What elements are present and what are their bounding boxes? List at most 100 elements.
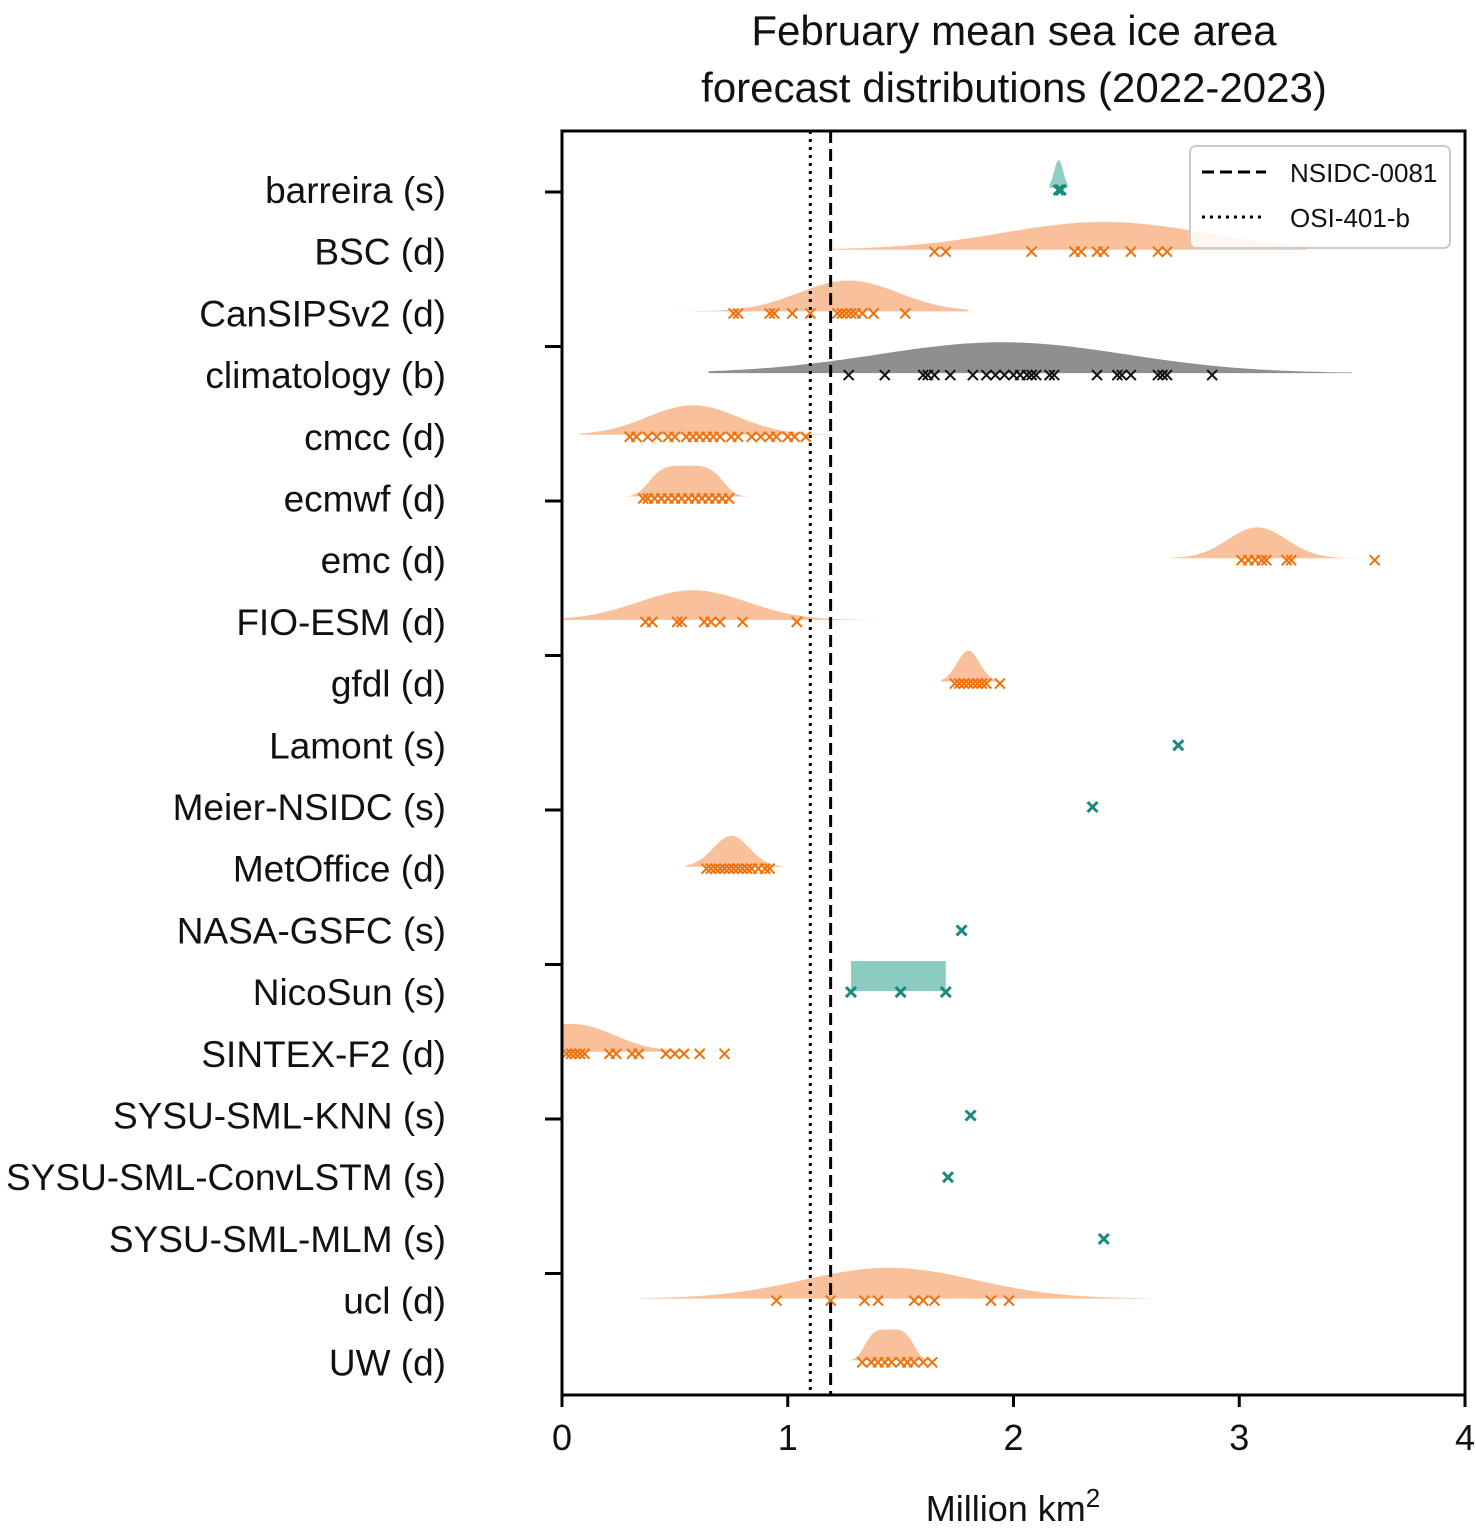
range-box-13 [850, 961, 946, 992]
point-marker [1111, 369, 1124, 381]
point-marker [678, 1048, 690, 1060]
row-label: SYSU-SML-ConvLSTM (s) [6, 1157, 446, 1198]
chart-title-line-1: February mean sea ice area [751, 7, 1277, 54]
point-marker [727, 307, 740, 320]
point-marker [660, 1048, 672, 1060]
row-label: FIO-ESM (d) [236, 602, 446, 643]
point-marker [1152, 369, 1164, 381]
point-marker [1125, 369, 1137, 381]
row-label: SINTEX-F2 (d) [201, 1034, 446, 1075]
point-marker [1086, 800, 1099, 814]
point-marker [867, 307, 880, 320]
point-marker [885, 1356, 898, 1369]
point-marker [989, 369, 1002, 381]
point-marker [872, 1294, 884, 1307]
point-marker [788, 431, 801, 443]
row-label: ucl (d) [343, 1281, 446, 1322]
row-label: Meier-NSIDC (s) [173, 787, 446, 828]
point-marker [1125, 245, 1137, 258]
point-marker [980, 677, 993, 690]
point-marker [804, 307, 817, 320]
violin-14 [562, 1024, 788, 1052]
row-label: UW (d) [329, 1342, 446, 1383]
row-label: BSC (d) [314, 232, 446, 273]
x-tick-label: 2 [1003, 1417, 1023, 1458]
plot-frame [560, 129, 1467, 1397]
point-marker [976, 677, 988, 690]
point-marker [1025, 245, 1038, 258]
point-marker [732, 431, 744, 443]
point-marker [669, 1048, 681, 1060]
point-marker [940, 245, 952, 258]
point-marker [1280, 554, 1293, 566]
violin-6 [1171, 527, 1443, 559]
point-marker [671, 616, 683, 628]
point-marker [736, 862, 749, 875]
y-axis: barreira (s) BSC (d) CanSIPSv2 (d) climatol… [6, 170, 562, 1383]
violin-4 [580, 405, 856, 435]
point-marker [1091, 369, 1103, 381]
point-marker [1172, 739, 1185, 752]
row-label: emc (d) [321, 540, 446, 581]
x-tick-label: 4 [1455, 1417, 1475, 1458]
point-marker [1030, 369, 1042, 381]
point-marker [962, 677, 975, 690]
row-label: climatology (b) [205, 355, 446, 396]
point-marker [700, 862, 713, 875]
point-marker [842, 369, 855, 381]
point-marker [718, 1048, 731, 1060]
point-marker [899, 307, 911, 320]
point-marker [651, 431, 663, 443]
point-marker [723, 492, 735, 505]
point-marker [1043, 369, 1056, 381]
x-axis-label-superscript: 2 [1086, 1483, 1100, 1513]
point-marker [917, 369, 929, 381]
point-marker [1285, 554, 1297, 566]
point-marker [928, 245, 941, 258]
point-marker [967, 677, 979, 690]
violin-18 [641, 1267, 1149, 1299]
point-marker [732, 307, 744, 320]
row-label: NicoSun (s) [253, 972, 446, 1013]
point-marker [964, 1109, 977, 1122]
point-marker [610, 1048, 622, 1060]
x-axis-label: Million km2 [926, 1483, 1100, 1529]
row-label: SYSU-SML-MLM (s) [109, 1219, 446, 1260]
violin-0 [1049, 160, 1068, 188]
point-marker [1156, 369, 1169, 381]
point-marker [714, 862, 726, 875]
point-marker [786, 307, 798, 320]
point-marker [705, 862, 717, 875]
point-marker [637, 492, 649, 505]
legend-label-nsidc: NSIDC-0081 [1290, 158, 1437, 188]
point-marker [1256, 554, 1268, 566]
point-marker [1206, 369, 1218, 381]
point-marker [844, 986, 858, 999]
point-marker [574, 1048, 586, 1060]
point-marker [894, 986, 907, 999]
point-marker [1025, 369, 1038, 381]
point-marker [1260, 554, 1273, 566]
point-marker [1161, 369, 1173, 381]
x-tick-label: 3 [1229, 1417, 1249, 1458]
point-marker [971, 677, 984, 690]
point-marker [646, 616, 659, 628]
point-marker [1161, 245, 1173, 258]
point-marker [1097, 1232, 1110, 1245]
point-marker [770, 1294, 783, 1307]
point-marker [736, 616, 749, 628]
point-marker [569, 1048, 582, 1060]
point-marker [714, 431, 726, 443]
point-marker [723, 862, 735, 875]
legend: NSIDC-0081 OSI-401-b [1189, 145, 1451, 249]
point-marker [669, 431, 681, 443]
point-marker [955, 924, 968, 937]
point-marker [917, 1356, 929, 1369]
chart-title-line-2: forecast distributions (2022-2023) [701, 64, 1327, 111]
point-marker [709, 862, 722, 875]
point-marker [714, 616, 726, 628]
point-marker [941, 1171, 955, 1184]
point-marker [791, 616, 803, 628]
x-tick-label: 0 [552, 1417, 572, 1458]
